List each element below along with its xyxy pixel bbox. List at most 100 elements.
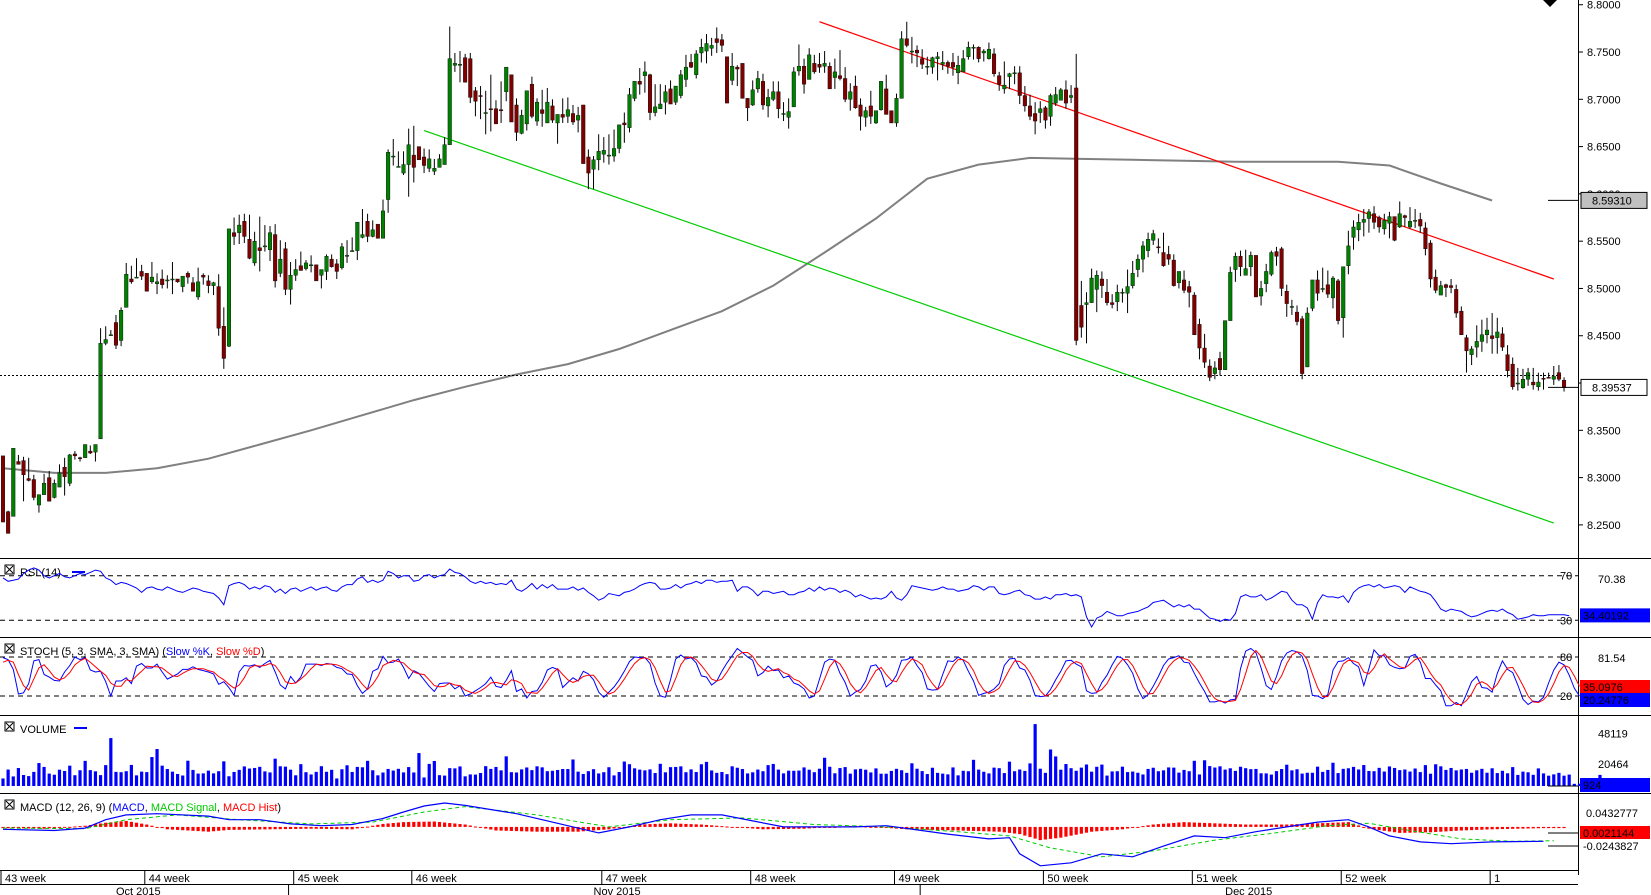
candle-body <box>139 271 144 277</box>
upper-trendline[interactable] <box>819 21 1554 280</box>
last-price-label: 8.39537 <box>1592 382 1632 394</box>
volume-bar <box>858 768 863 786</box>
macd-hist-bar <box>391 823 395 827</box>
volume-bar <box>894 768 899 786</box>
candle-body <box>190 282 195 292</box>
candle-body <box>339 246 344 268</box>
candle-body <box>1248 255 1253 267</box>
macd-hist-bar <box>597 826 601 831</box>
candle-body <box>1407 221 1412 228</box>
rsi-title: RSI (14) <box>20 567 61 579</box>
volume-bar <box>206 770 210 786</box>
candle-body <box>755 78 760 90</box>
macd-hist-bar <box>1156 824 1160 827</box>
week-label: 48 week <box>755 873 796 885</box>
volume-bar <box>52 774 56 786</box>
candle-body <box>1289 306 1294 308</box>
volume-bar <box>1459 769 1463 786</box>
candle-body <box>252 240 257 264</box>
volume-bar <box>992 767 996 786</box>
candle-body <box>11 448 16 517</box>
volume-bar <box>1238 766 1243 786</box>
volume-bar <box>668 767 673 786</box>
macd-hist-bar <box>802 826 806 829</box>
macd-hist-bar <box>1382 826 1386 831</box>
volume-bar <box>299 764 303 786</box>
macd-hist-bar <box>98 823 103 827</box>
macd-hist-bar <box>335 826 339 830</box>
volume-bar <box>263 771 267 786</box>
macd-hist-bar <box>694 824 698 827</box>
candle-body <box>1094 275 1099 290</box>
volume-bar <box>47 773 51 786</box>
volume-bar <box>581 773 585 786</box>
macd-hist-bar <box>355 826 359 829</box>
candle-body <box>1074 87 1079 341</box>
volume-bar <box>1475 770 1479 786</box>
stoch-k-line <box>2 647 1580 707</box>
macd-hist-bar <box>83 825 87 827</box>
macd-title-prefix: MACD (12, 26, 9) <box>20 802 106 814</box>
candle-body <box>565 109 570 117</box>
candle-body <box>642 71 647 76</box>
candle-body <box>1043 107 1048 121</box>
volume-bar <box>37 763 41 786</box>
candle-body <box>1464 337 1469 352</box>
price-tick-label: 8.7000 <box>1587 94 1621 106</box>
candle-body <box>422 156 427 166</box>
volume-bar <box>222 761 226 786</box>
candle-body <box>617 124 622 149</box>
candle-body <box>1346 245 1351 266</box>
macd-hist-bar <box>494 826 498 831</box>
candle-body <box>155 281 160 284</box>
macd-hist-bar <box>684 823 688 827</box>
candle-body <box>1217 358 1222 370</box>
volume-bar <box>1033 724 1037 786</box>
macd-hist-bar <box>869 826 873 828</box>
macd-hist-bar <box>766 826 770 830</box>
candle-body <box>1541 378 1546 380</box>
candle-body <box>1279 248 1284 289</box>
candle-body <box>483 112 488 114</box>
macd-hist-bar <box>181 826 185 831</box>
candle-body <box>1156 246 1161 249</box>
macd-hist-bar <box>437 822 442 827</box>
macd-hist-bar <box>473 826 478 828</box>
candle-body <box>406 144 411 165</box>
candle-body <box>930 57 935 68</box>
candle-body <box>144 273 149 292</box>
volume-bar <box>335 778 339 786</box>
candle-body <box>72 453 77 457</box>
candle-body <box>740 63 745 99</box>
volume-bar <box>1115 771 1119 786</box>
candle-body <box>956 65 961 74</box>
candle-body <box>591 159 596 170</box>
macd-hist-bar <box>776 826 780 830</box>
lower-trendline[interactable] <box>423 129 1554 524</box>
volume-bar <box>509 772 513 786</box>
candle-body <box>971 47 976 49</box>
volume-bar <box>93 771 98 786</box>
volume-bar <box>494 766 498 786</box>
candle-body <box>612 148 617 157</box>
macd-hist-bar <box>237 826 241 830</box>
macd-hist-bar <box>109 822 113 827</box>
macd-hist-bar <box>930 826 935 830</box>
candle-body <box>303 262 308 269</box>
volume-bar <box>1136 772 1140 786</box>
macd-hist-bar <box>288 826 293 830</box>
volume-bar <box>386 768 390 786</box>
candle-body <box>1469 348 1474 355</box>
candle-body <box>966 47 971 57</box>
volume-bar <box>1485 772 1489 786</box>
volume-bar <box>802 767 806 786</box>
macd-hist-bar <box>283 826 288 830</box>
volume-bar <box>1285 764 1289 786</box>
volume-bar <box>1223 769 1227 786</box>
candle-body <box>673 85 678 103</box>
macd-hist-bar <box>1 826 5 829</box>
candle-body <box>463 57 468 83</box>
scroll-end-marker-icon[interactable] <box>1543 0 1557 7</box>
week-label: 43 week <box>5 873 46 885</box>
candle-body <box>83 444 88 458</box>
